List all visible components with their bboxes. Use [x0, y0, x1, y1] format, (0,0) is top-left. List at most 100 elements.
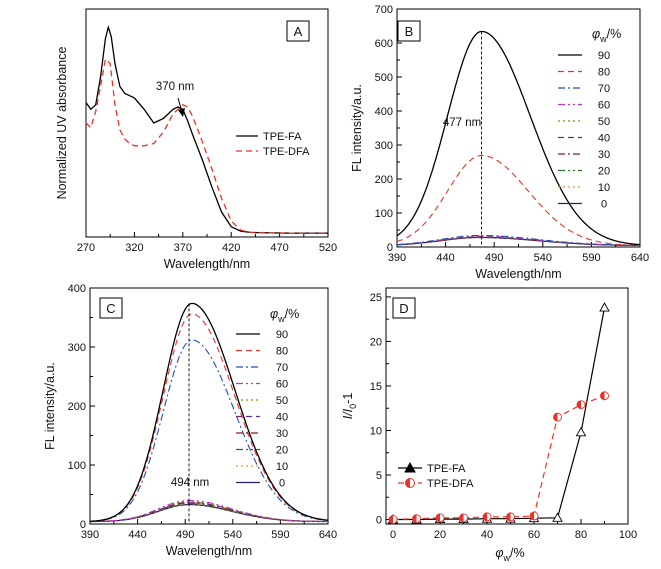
legend-marker: [404, 461, 416, 473]
legend-label: 50: [598, 116, 610, 128]
panel-letter: A: [294, 24, 303, 39]
legend-label: 90: [276, 329, 288, 341]
data-point-tpe-fa: [575, 426, 587, 437]
plot-frame: [385, 287, 629, 525]
legend-label: 80: [598, 67, 610, 79]
legend-label: 60: [276, 379, 288, 391]
x-tick-label: 270: [77, 242, 95, 254]
legend-title-symbol: φ: [592, 27, 600, 41]
peak-annotation: 370 nm: [156, 81, 194, 93]
panel-letter-box: [99, 297, 123, 319]
legend-marker-fill: [405, 478, 410, 488]
x-axis-label: Wavelength/nm: [164, 257, 250, 271]
peak-annotation: 477 nm: [443, 117, 481, 129]
x-axis-label-unit: /%: [510, 546, 525, 560]
spectrum-line-70: [89, 339, 329, 522]
y-tick-label: 0: [376, 515, 382, 527]
spectrum-line-70: [396, 234, 640, 246]
x-tick-label: 520: [319, 242, 337, 254]
legend-label: 30: [598, 149, 610, 161]
y-tick-label: 20: [370, 336, 382, 348]
x-tick-label: 470: [270, 242, 288, 254]
plot-frame: [85, 8, 329, 238]
legend-label: 20: [276, 445, 288, 457]
x-axis-label-symbol: φ: [495, 546, 503, 560]
y-tick-label: 500: [375, 72, 393, 84]
x-axis-label-subscript: w: [503, 553, 511, 563]
y-tick-label: 400: [68, 283, 86, 295]
y-axis-label: FL intensity/a.u.: [43, 362, 57, 450]
x-tick-label: 390: [388, 252, 406, 264]
legend-label: 20: [598, 166, 610, 178]
x-tick-label: 490: [176, 529, 194, 541]
panel-a: 270 320 370 420 470 520 Wavelength/nm Normalize…: [55, 8, 337, 271]
y-tick-label: 200: [68, 401, 86, 413]
legend-title: φw/%: [592, 27, 621, 44]
x-tick-label: 100: [619, 529, 637, 541]
y-tick-label: 25: [370, 292, 382, 304]
x-tick-label: 540: [224, 529, 242, 541]
panel-d: 0 20 40 60 80 100 0 5 10 15 20 25 TPE-FA TPE-DFA φw/% I…: [341, 287, 637, 563]
spectrum-line-80: [89, 313, 329, 522]
annotation-arrowhead: [178, 108, 185, 117]
x-tick-label: 320: [125, 242, 143, 254]
legend-label: 50: [276, 395, 288, 407]
data-point-half-fill: [530, 511, 535, 520]
series-line-tpe-fa: [85, 24, 328, 234]
legend-label: 40: [276, 412, 288, 424]
legend-label: 80: [276, 346, 288, 358]
spectrum-line-90: [89, 302, 329, 522]
panel-letter-box: [286, 20, 310, 42]
panel-letter: B: [405, 24, 414, 39]
y-tick-label: 5: [376, 470, 382, 482]
panel-letter: C: [106, 301, 115, 316]
y-tick-label: 0: [387, 242, 393, 254]
panel-b: 390 440 490 540 590 6400100200300400500600700…: [350, 4, 649, 281]
x-axis-label: Wavelength/nm: [475, 267, 561, 281]
x-axis-label: φw/%: [495, 546, 524, 563]
x-tick-label: 390: [81, 529, 99, 541]
legend-label: 40: [598, 133, 610, 145]
legend-title-unit: /%: [285, 307, 300, 321]
x-tick-label: 40: [481, 529, 493, 541]
x-tick-label: 590: [582, 252, 600, 264]
y-axis-label: Normalized UV absorbance: [55, 47, 69, 200]
data-point-half-fill: [436, 513, 441, 522]
data-point-half-fill: [600, 391, 605, 400]
x-tick-label: 60: [528, 529, 540, 541]
panel-letter: D: [399, 301, 408, 316]
y-tick-label: 10: [370, 425, 382, 437]
x-tick-label: 440: [128, 529, 146, 541]
y-tick-label: 400: [375, 106, 393, 118]
legend-label: 60: [598, 100, 610, 112]
x-tick-label: 640: [319, 529, 337, 541]
y-tick-label: 100: [68, 460, 86, 472]
x-tick-label: 20: [434, 529, 446, 541]
legend-label: 30: [276, 428, 288, 440]
data-point-half-fill: [506, 512, 511, 521]
y-tick-label: 15: [370, 381, 382, 393]
legend-label: TPE-FA: [427, 463, 466, 475]
y-axis-label-subscript: 0: [348, 404, 358, 409]
y-axis-label: FL intensity/a.u.: [350, 84, 364, 172]
y-tick-label: 300: [375, 140, 393, 152]
legend-title-symbol: φ: [270, 307, 278, 321]
spectrum-line-80: [396, 155, 641, 246]
series-line-tpe-fa: [393, 307, 606, 521]
legend-title-unit: /%: [607, 27, 622, 41]
legend-label: 70: [276, 362, 288, 374]
y-tick-label: 600: [375, 38, 393, 50]
x-tick-label: 540: [534, 252, 552, 264]
legend-title-subscript: w: [277, 314, 285, 324]
x-tick-label: 640: [631, 252, 649, 264]
data-point-half-fill: [577, 400, 582, 409]
legend-label: 0: [279, 478, 285, 490]
spectrum-line-90: [396, 30, 641, 246]
data-point-half-fill: [459, 513, 464, 522]
x-tick-label: 590: [271, 529, 289, 541]
y-axis-label: I/I0-1: [341, 393, 358, 420]
y-tick-label: 0: [80, 519, 86, 531]
legend-title: φw/%: [270, 307, 299, 324]
y-tick-label: 300: [68, 342, 86, 354]
